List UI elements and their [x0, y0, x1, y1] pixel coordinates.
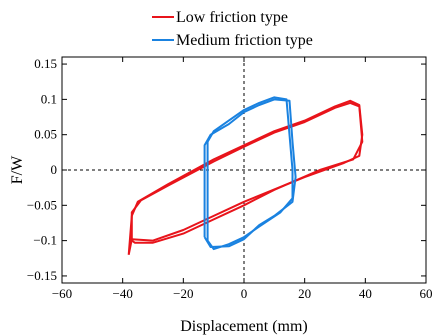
- y-tick-label: 0.05: [34, 127, 57, 142]
- series-line: [127, 99, 364, 255]
- y-tick-label: −0.05: [27, 197, 57, 212]
- legend: Low friction type Medium friction type: [152, 9, 313, 49]
- y-tick-label: −0.1: [33, 233, 57, 248]
- x-tick-label: −20: [173, 286, 193, 301]
- series-line: [130, 101, 364, 244]
- y-tick-label: 0.15: [34, 56, 57, 71]
- x-tick-label: 0: [241, 286, 248, 301]
- x-tick-label: 60: [420, 286, 433, 301]
- series-medium-friction: [203, 96, 297, 251]
- x-tick-label: −60: [52, 286, 72, 301]
- plot-area: −60 −40 −20 0 20 40 60 −0.15 −0.1 −0.05 0 0.05 0.1 0.…: [27, 56, 433, 301]
- series-line: [206, 96, 294, 251]
- x-tick-label: −40: [112, 286, 132, 301]
- y-tick-label: 0: [51, 162, 58, 177]
- series-line: [203, 98, 297, 248]
- x-tick-label: 20: [298, 286, 311, 301]
- legend-label: Medium friction type: [176, 32, 313, 49]
- legend-label: Low friction type: [176, 9, 288, 26]
- y-axis-label: F/W: [9, 155, 26, 184]
- x-axis-label: Displacement (mm): [180, 318, 308, 335]
- x-tick-label: 40: [359, 286, 372, 301]
- y-tick-label: 0.1: [41, 91, 57, 106]
- y-tick-label: −0.15: [27, 268, 57, 283]
- series-low-friction: [127, 99, 364, 255]
